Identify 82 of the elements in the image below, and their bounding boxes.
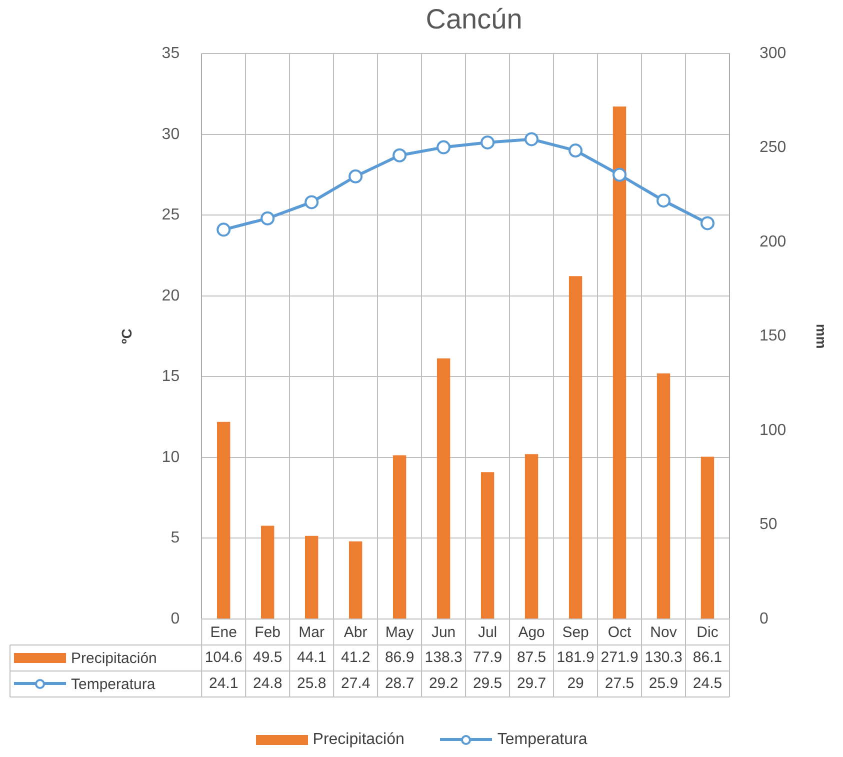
- y2-tick-label: 0: [760, 610, 769, 628]
- y-tick-label: 25: [162, 206, 180, 224]
- x-tick-label: Nov: [650, 624, 678, 642]
- x-tick-label: Mar: [298, 624, 324, 642]
- data-label: 271.9: [600, 649, 638, 666]
- point: [612, 168, 627, 182]
- point: [260, 211, 275, 226]
- y-tick-label: 0: [170, 610, 180, 628]
- bar: [700, 456, 714, 619]
- data-label: 27.5: [604, 675, 634, 692]
- point: [216, 222, 231, 237]
- point: [700, 216, 715, 230]
- bar: [568, 276, 582, 619]
- bar: [260, 526, 274, 619]
- data-label: 29.2: [428, 675, 458, 692]
- y-tick-label: 10: [162, 448, 180, 466]
- y-axis-title: ºC: [118, 328, 134, 344]
- legend-label: Precipitación: [71, 650, 157, 666]
- data-label: 87.5: [516, 649, 546, 666]
- bar: [612, 106, 626, 619]
- x-tick-label: Jul: [478, 624, 498, 642]
- data-label: 29.7: [516, 675, 546, 692]
- bar: [216, 422, 230, 619]
- data-label: 25.9: [648, 675, 678, 692]
- x-tick-label: Oct: [608, 624, 632, 642]
- bar: [656, 373, 670, 619]
- data-label: 181.9: [556, 649, 594, 666]
- data-label: 44.1: [296, 649, 326, 666]
- data-label: 24.8: [252, 675, 282, 692]
- bar: [304, 536, 318, 619]
- y2-tick-label: 250: [760, 139, 786, 156]
- data-label: 77.9: [472, 649, 502, 666]
- y2-axis-title: mm: [814, 324, 830, 349]
- bar: [436, 358, 450, 619]
- text: Precipitación: [312, 731, 404, 748]
- y2-tick-label: 50: [760, 516, 778, 534]
- y2-tick-label: 200: [760, 233, 786, 250]
- data-label: 29.5: [472, 675, 502, 692]
- data-label: 49.5: [252, 649, 282, 666]
- data-label: 130.3: [644, 649, 682, 666]
- y-tick-label: 5: [170, 530, 180, 547]
- y2-tick-label: 300: [760, 45, 786, 62]
- x-tick-label: Jun: [431, 624, 456, 642]
- y-tick-label: 30: [162, 126, 180, 143]
- data-label: 29: [567, 675, 584, 692]
- data-label: 104.6: [204, 649, 242, 666]
- point: [348, 169, 363, 184]
- y-tick-label: 15: [162, 368, 180, 386]
- data-label: 27.4: [340, 675, 370, 692]
- data-label: 24.5: [692, 675, 722, 692]
- point: [656, 194, 671, 208]
- bar: [480, 472, 494, 619]
- point: [480, 135, 495, 150]
- bar: [392, 455, 406, 619]
- x-tick-label: May: [385, 624, 414, 642]
- data-label: 138.3: [424, 649, 462, 666]
- legend-label: Temperatura: [71, 676, 156, 692]
- bar: [348, 541, 362, 619]
- x-tick-label: Feb: [254, 624, 281, 642]
- y-tick-label: 20: [162, 287, 180, 304]
- x-tick-label: Ago: [518, 624, 545, 642]
- data-label: 25.8: [296, 675, 326, 692]
- x-tick-label: Ene: [210, 624, 237, 642]
- data-label: 86.9: [384, 649, 414, 666]
- x-tick-label: Abr: [344, 624, 368, 642]
- x-tick-label: Dic: [696, 624, 719, 642]
- point: [524, 132, 539, 146]
- data-label: 28.7: [384, 675, 414, 692]
- y2-tick-label: 150: [760, 328, 786, 345]
- data-label: 41.2: [340, 649, 370, 666]
- chart-title: Cancún: [426, 4, 522, 35]
- point: [304, 195, 319, 210]
- data-label: 86.1: [692, 649, 722, 666]
- x-tick-label: Sep: [562, 624, 589, 642]
- point: [436, 140, 451, 154]
- y2-tick-label: 100: [760, 422, 786, 439]
- y-tick-label: 35: [162, 45, 180, 62]
- bar: [524, 454, 538, 619]
- point: [392, 148, 407, 162]
- data-label: 24.1: [208, 675, 238, 692]
- point: [568, 144, 583, 158]
- text: Temperatura: [497, 731, 588, 748]
